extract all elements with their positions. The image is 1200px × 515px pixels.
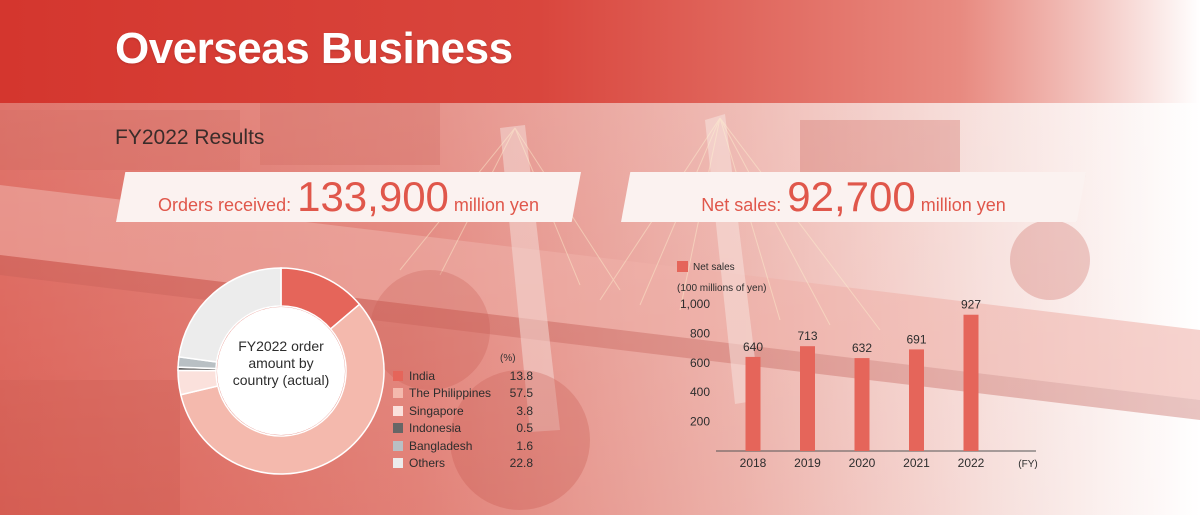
legend-label: Bangladesh [409, 438, 473, 453]
bar-legend-label: Net sales [693, 262, 735, 273]
bar-2022 [963, 314, 979, 451]
bar-value-label: 713 [797, 329, 817, 343]
legend-label: Indonesia [409, 421, 462, 436]
legend-value: 57.5 [509, 386, 533, 401]
x-tick-label: 2022 [958, 456, 985, 470]
orders-label: Orders received: [158, 195, 292, 215]
page-title: Overseas Business [115, 24, 513, 73]
legend-swatch [393, 370, 403, 381]
legend-item: Others 22.8 [393, 455, 533, 473]
orders-unit: million yen [453, 195, 539, 215]
legend-swatch [393, 405, 403, 416]
legend-value: 0.5 [516, 421, 533, 436]
x-tick-label: 2021 [903, 456, 930, 470]
donut-title: FY2022 order amount by country (actual) [233, 338, 329, 388]
bar-2019 [800, 346, 815, 451]
bar-legend-swatch [677, 261, 688, 272]
legend-item: Bangladesh 1.6 [393, 437, 533, 455]
bar-2018 [745, 356, 761, 451]
x-tick-label: 2020 [849, 456, 876, 470]
bar-value-label: 632 [852, 341, 872, 355]
donut-center [217, 307, 345, 435]
legend-swatch [393, 458, 403, 469]
y-tick-label: 400 [690, 385, 710, 399]
legend-item: Indonesia 0.5 [393, 420, 533, 438]
x-tick-label: 2018 [740, 456, 767, 470]
bar-2020 [854, 358, 870, 451]
sales-unit: million yen [920, 195, 1006, 215]
legend-value: 13.8 [509, 368, 533, 383]
bar-value-label: 691 [906, 332, 926, 346]
y-tick-label: 200 [690, 415, 710, 429]
donut-chart: FY2022 order amount by country (actual) [177, 267, 385, 475]
net-sales-card: Net sales: 92,700 million yen [621, 172, 1086, 222]
orders-received-card: Orders received: 133,900 million yen [116, 172, 581, 222]
bar-value-label: 640 [743, 340, 763, 354]
legend-label: Singapore [409, 403, 464, 418]
y-tick-label: 1,000 [680, 297, 710, 311]
legend-item: India 13.8 [393, 367, 533, 385]
legend-value: 3.8 [516, 403, 533, 418]
legend-swatch [393, 423, 403, 434]
pie-slice-others [178, 267, 282, 363]
pie-slice-the-philippines [179, 303, 385, 475]
legend-item: The Philippines 57.5 [393, 385, 533, 403]
legend-item: Singapore 3.8 [393, 402, 533, 420]
legend-swatch [393, 440, 403, 451]
legend-label: Others [409, 456, 446, 471]
legend-label: The Philippines [409, 386, 492, 401]
bar-chart: Net sales (100 millions of yen) 200 400 600 8… [677, 261, 1038, 470]
sales-value: 92,700 [787, 173, 916, 220]
pie-legend: India 13.8 The Philippines 57.5 Singapore 3.8… [393, 367, 533, 472]
orders-value: 133,900 [297, 173, 449, 220]
y-tick-label: 600 [690, 356, 710, 370]
y-tick-label: 800 [690, 326, 710, 340]
pie-unit-label: (%) [500, 353, 516, 364]
x-tick-label: 2019 [794, 456, 821, 470]
section-subtitle: FY2022 Results [115, 126, 265, 149]
legend-value: 1.6 [516, 438, 533, 453]
bar-2021 [909, 349, 924, 451]
legend-swatch [393, 388, 403, 399]
y-axis-label: (100 millions of yen) [677, 283, 766, 294]
x-axis-unit: (FY) [1018, 459, 1037, 470]
sales-label: Net sales: [701, 195, 782, 215]
legend-value: 22.8 [509, 456, 533, 471]
legend-label: India [409, 368, 436, 383]
bar-value-label: 927 [961, 298, 981, 312]
